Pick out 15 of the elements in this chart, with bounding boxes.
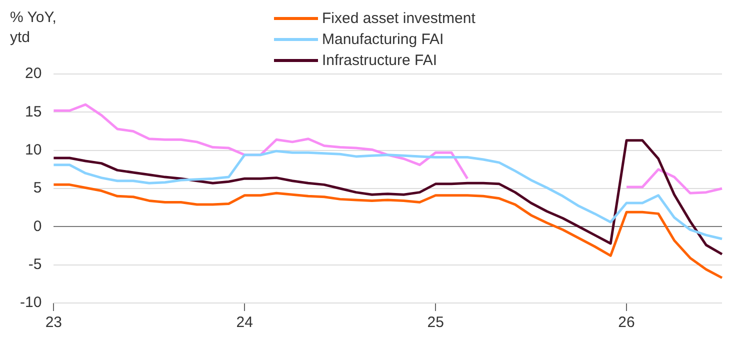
y-tick-label: -10 [20,294,42,312]
y-tick-label: -5 [28,256,42,273]
y-tick-label: 15 [24,103,42,120]
y-tick-label: 20 [24,65,42,82]
legend-label: Manufacturing FAI [322,30,444,50]
x-tick-label: 23 [45,314,62,332]
y-tick-label: 0 [33,218,42,235]
y-axis-title: % YoY, ytd [10,8,58,48]
legend-label: Infrastructure FAI [322,51,438,71]
legend-label: Fixed asset investment [322,9,476,29]
x-tick-label: 26 [618,314,635,332]
x-tick-label: 25 [427,314,444,332]
y-tick-label: 10 [24,141,42,158]
y-tick-label: 5 [33,180,42,197]
x-tick-label: 24 [236,314,253,332]
